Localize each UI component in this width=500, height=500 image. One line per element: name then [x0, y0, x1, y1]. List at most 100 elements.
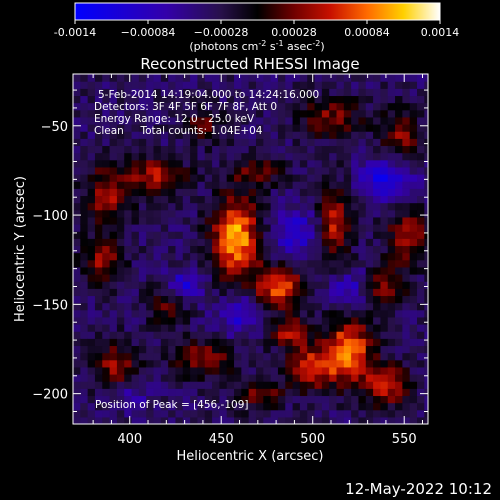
heatmap-cell — [351, 281, 360, 289]
heatmap-cell — [277, 345, 286, 354]
heatmap-cell — [343, 295, 352, 304]
heatmap-cell — [351, 352, 360, 361]
heatmap-cell — [299, 288, 308, 297]
heatmap-cell — [153, 131, 162, 139]
heatmap-cell — [241, 252, 250, 261]
heatmap-cell — [241, 395, 250, 404]
heatmap-cell — [321, 124, 330, 132]
heatmap-cell — [131, 195, 140, 204]
heatmap-cell — [212, 309, 220, 318]
heatmap-cell — [146, 288, 155, 297]
heatmap-cell — [299, 124, 308, 132]
heatmap-cell — [73, 259, 81, 268]
heatmap-cell — [336, 366, 345, 375]
heatmap-cell — [292, 316, 301, 325]
heatmap-cell — [409, 416, 418, 424]
heatmap-cell — [365, 88, 374, 97]
heatmap-cell — [314, 374, 323, 382]
heatmap-cell — [204, 245, 213, 254]
heatmap-cell — [343, 145, 352, 154]
heatmap-cell — [380, 109, 389, 118]
heatmap-cell — [219, 381, 228, 389]
heatmap-cell — [190, 216, 199, 225]
heatmap-cell — [277, 74, 286, 82]
heatmap-cell — [146, 338, 155, 347]
heatmap-cell — [197, 88, 206, 97]
heatmap-cell — [94, 124, 103, 132]
heatmap-cell — [277, 381, 286, 389]
heatmap-cell — [307, 131, 316, 139]
heatmap-cell — [116, 116, 125, 125]
heatmap-cell — [373, 359, 382, 368]
heatmap-cell — [219, 166, 228, 175]
heatmap-cell — [299, 259, 308, 268]
heatmap-cell — [190, 281, 199, 289]
heatmap-cell — [73, 159, 81, 168]
heatmap-cell — [307, 409, 316, 418]
heatmap-cell — [351, 409, 360, 418]
heatmap-cell — [80, 209, 89, 218]
heatmap-cell — [73, 109, 81, 118]
heatmap-cell — [424, 416, 428, 424]
heatmap-cell — [94, 266, 103, 275]
heatmap-cell — [226, 245, 235, 254]
heatmap-cell — [343, 352, 352, 361]
heatmap-cell — [314, 366, 323, 375]
heatmap-cell — [138, 231, 147, 239]
heatmap-cell — [212, 402, 220, 411]
heatmap-cell — [102, 288, 111, 297]
heatmap-cell — [307, 359, 316, 368]
heatmap-cell — [131, 409, 140, 418]
heatmap-cell — [234, 159, 242, 168]
heatmap-cell — [94, 359, 103, 368]
heatmap-cell — [285, 74, 294, 82]
heatmap-cell — [314, 231, 323, 239]
heatmap-cell — [277, 281, 286, 289]
heatmap-cell — [212, 102, 220, 111]
heatmap-cell — [255, 252, 264, 261]
heatmap-cell — [255, 74, 264, 82]
heatmap-cell — [395, 88, 403, 97]
heatmap-cell — [241, 266, 250, 275]
heatmap-cell — [197, 274, 206, 282]
heatmap-cell — [212, 152, 220, 161]
heatmap-cell — [175, 209, 184, 218]
heatmap-cell — [182, 252, 191, 261]
heatmap-cell — [263, 181, 272, 189]
heatmap-cell — [234, 281, 242, 289]
heatmap-cell — [160, 324, 169, 332]
heatmap-cell — [395, 102, 403, 111]
heatmap-cell — [168, 188, 177, 197]
heatmap-cell — [131, 116, 140, 125]
heatmap-cell — [204, 316, 213, 325]
heatmap-cell — [73, 388, 81, 397]
heatmap-cell — [373, 238, 382, 247]
heatmap-cell — [292, 224, 301, 232]
heatmap-cell — [80, 131, 89, 139]
heatmap-cell — [417, 409, 425, 418]
heatmap-cell — [80, 159, 89, 168]
heatmap-cell — [314, 216, 323, 225]
heatmap-cell — [336, 281, 345, 289]
y-tick-label: −50 — [41, 120, 68, 135]
heatmap-cell — [204, 252, 213, 261]
heatmap-cell — [387, 295, 396, 304]
heatmap-cell — [241, 109, 250, 118]
heatmap-cell — [285, 145, 294, 154]
heatmap-cell — [417, 166, 425, 175]
heatmap-cell — [285, 131, 294, 139]
heatmap-cell — [241, 166, 250, 175]
heatmap-cell — [87, 309, 96, 318]
heatmap-cell — [314, 288, 323, 297]
heatmap-cell — [248, 109, 257, 118]
heatmap-cell — [94, 216, 103, 225]
heatmap-cell — [358, 366, 367, 375]
heatmap-cell — [321, 116, 330, 125]
heatmap-cell — [73, 166, 81, 175]
heatmap-cell — [197, 245, 206, 254]
heatmap-cell — [168, 102, 177, 111]
heatmap-cell — [321, 416, 330, 424]
heatmap-cell — [307, 102, 316, 111]
heatmap-cell — [190, 109, 199, 118]
heatmap-cell — [402, 188, 411, 197]
